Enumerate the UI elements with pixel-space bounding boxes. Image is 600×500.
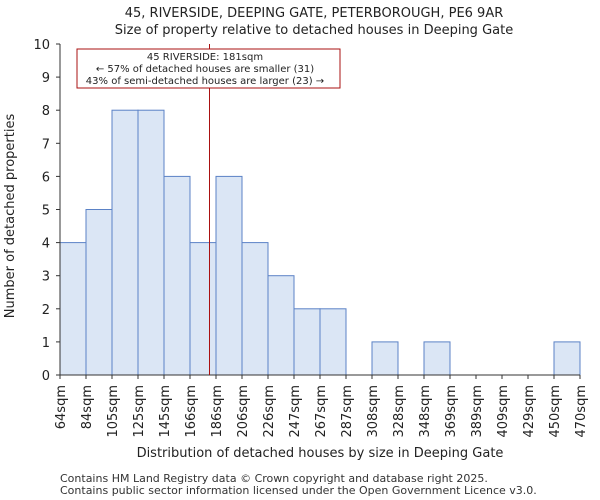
chart-title: 45, RIVERSIDE, DEEPING GATE, PETERBOROUG…: [125, 6, 504, 21]
x-tick-label: 247sqm: [288, 385, 303, 438]
bar-105sqm: [111, 109, 139, 376]
bar-348sqm: [423, 341, 451, 376]
bar-64sqm: [59, 242, 87, 376]
x-tick-label: 389sqm: [470, 385, 485, 438]
x-tick-label: 470sqm: [574, 385, 589, 438]
x-tick-label: 409sqm: [496, 385, 511, 438]
y-tick-label: 10: [33, 38, 50, 53]
x-tick-label: 226sqm: [262, 385, 277, 438]
x-tick-label: 206sqm: [236, 385, 251, 438]
x-tick-label: 186sqm: [210, 385, 225, 438]
bar-166sqm: [189, 242, 217, 376]
annotation-line-2: ← 57% of detached houses are smaller (31…: [96, 64, 314, 75]
x-tick-label: 267sqm: [314, 385, 329, 438]
y-tick-label: 5: [42, 204, 50, 219]
bar-247sqm: [293, 308, 321, 376]
bar-84sqm: [85, 209, 113, 376]
x-tick-label: 105sqm: [106, 385, 121, 438]
x-tick-labels: 64sqm 84sqm 105sqm 125sqm 145sqm 166sqm 186sqm…: [54, 375, 589, 438]
x-tick-label: 328sqm: [392, 385, 407, 438]
y-tick-label: 9: [42, 71, 50, 86]
y-tick-label: 0: [42, 369, 50, 384]
x-tick-label: 369sqm: [444, 385, 459, 438]
bar-125sqm: [137, 109, 165, 376]
footer-line-1: Contains HM Land Registry data © Crown c…: [60, 472, 488, 485]
y-tick-label: 3: [42, 270, 50, 285]
bar-450sqm: [553, 341, 581, 376]
bar-145sqm: [163, 175, 191, 376]
annotation-line-1: 45 RIVERSIDE: 181sqm: [147, 52, 263, 63]
y-tick-label: 8: [42, 104, 50, 119]
x-tick-label: 429sqm: [522, 385, 537, 438]
bars-group: [59, 109, 581, 376]
x-tick-label: 287sqm: [340, 385, 355, 438]
y-tick-label: 1: [42, 336, 50, 351]
bar-267sqm: [319, 308, 347, 376]
x-tick-label: 64sqm: [54, 385, 69, 429]
x-tick-label: 84sqm: [80, 385, 95, 429]
y-tick-labels: 0 1 2 3 4 5 6 7 8 9 10: [33, 38, 60, 384]
y-tick-label: 2: [42, 303, 50, 318]
x-tick-label: 308sqm: [366, 385, 381, 438]
annotation-box: 45 RIVERSIDE: 181sqm ← 57% of detached h…: [76, 48, 341, 89]
y-axis-label: Number of detached properties: [3, 114, 18, 319]
y-tick-label: 7: [42, 137, 50, 152]
footer-line-2: Contains public sector information licen…: [60, 484, 537, 497]
x-tick-label: 348sqm: [418, 385, 433, 438]
y-tick-label: 6: [42, 170, 50, 185]
bar-226sqm: [267, 275, 295, 376]
y-tick-label: 4: [42, 237, 50, 252]
x-tick-label: 125sqm: [132, 385, 147, 438]
x-tick-label: 145sqm: [158, 385, 173, 438]
x-tick-label: 166sqm: [184, 385, 199, 438]
annotation-line-3: 43% of semi-detached houses are larger (…: [86, 76, 324, 87]
bar-206sqm: [241, 242, 269, 376]
bar-186sqm: [215, 175, 243, 376]
chart-subtitle: Size of property relative to detached ho…: [115, 23, 513, 38]
x-axis-label: Distribution of detached houses by size …: [137, 446, 504, 461]
annotation-border: [76, 48, 341, 89]
bar-308sqm: [371, 341, 399, 376]
x-tick-label: 450sqm: [548, 385, 563, 438]
